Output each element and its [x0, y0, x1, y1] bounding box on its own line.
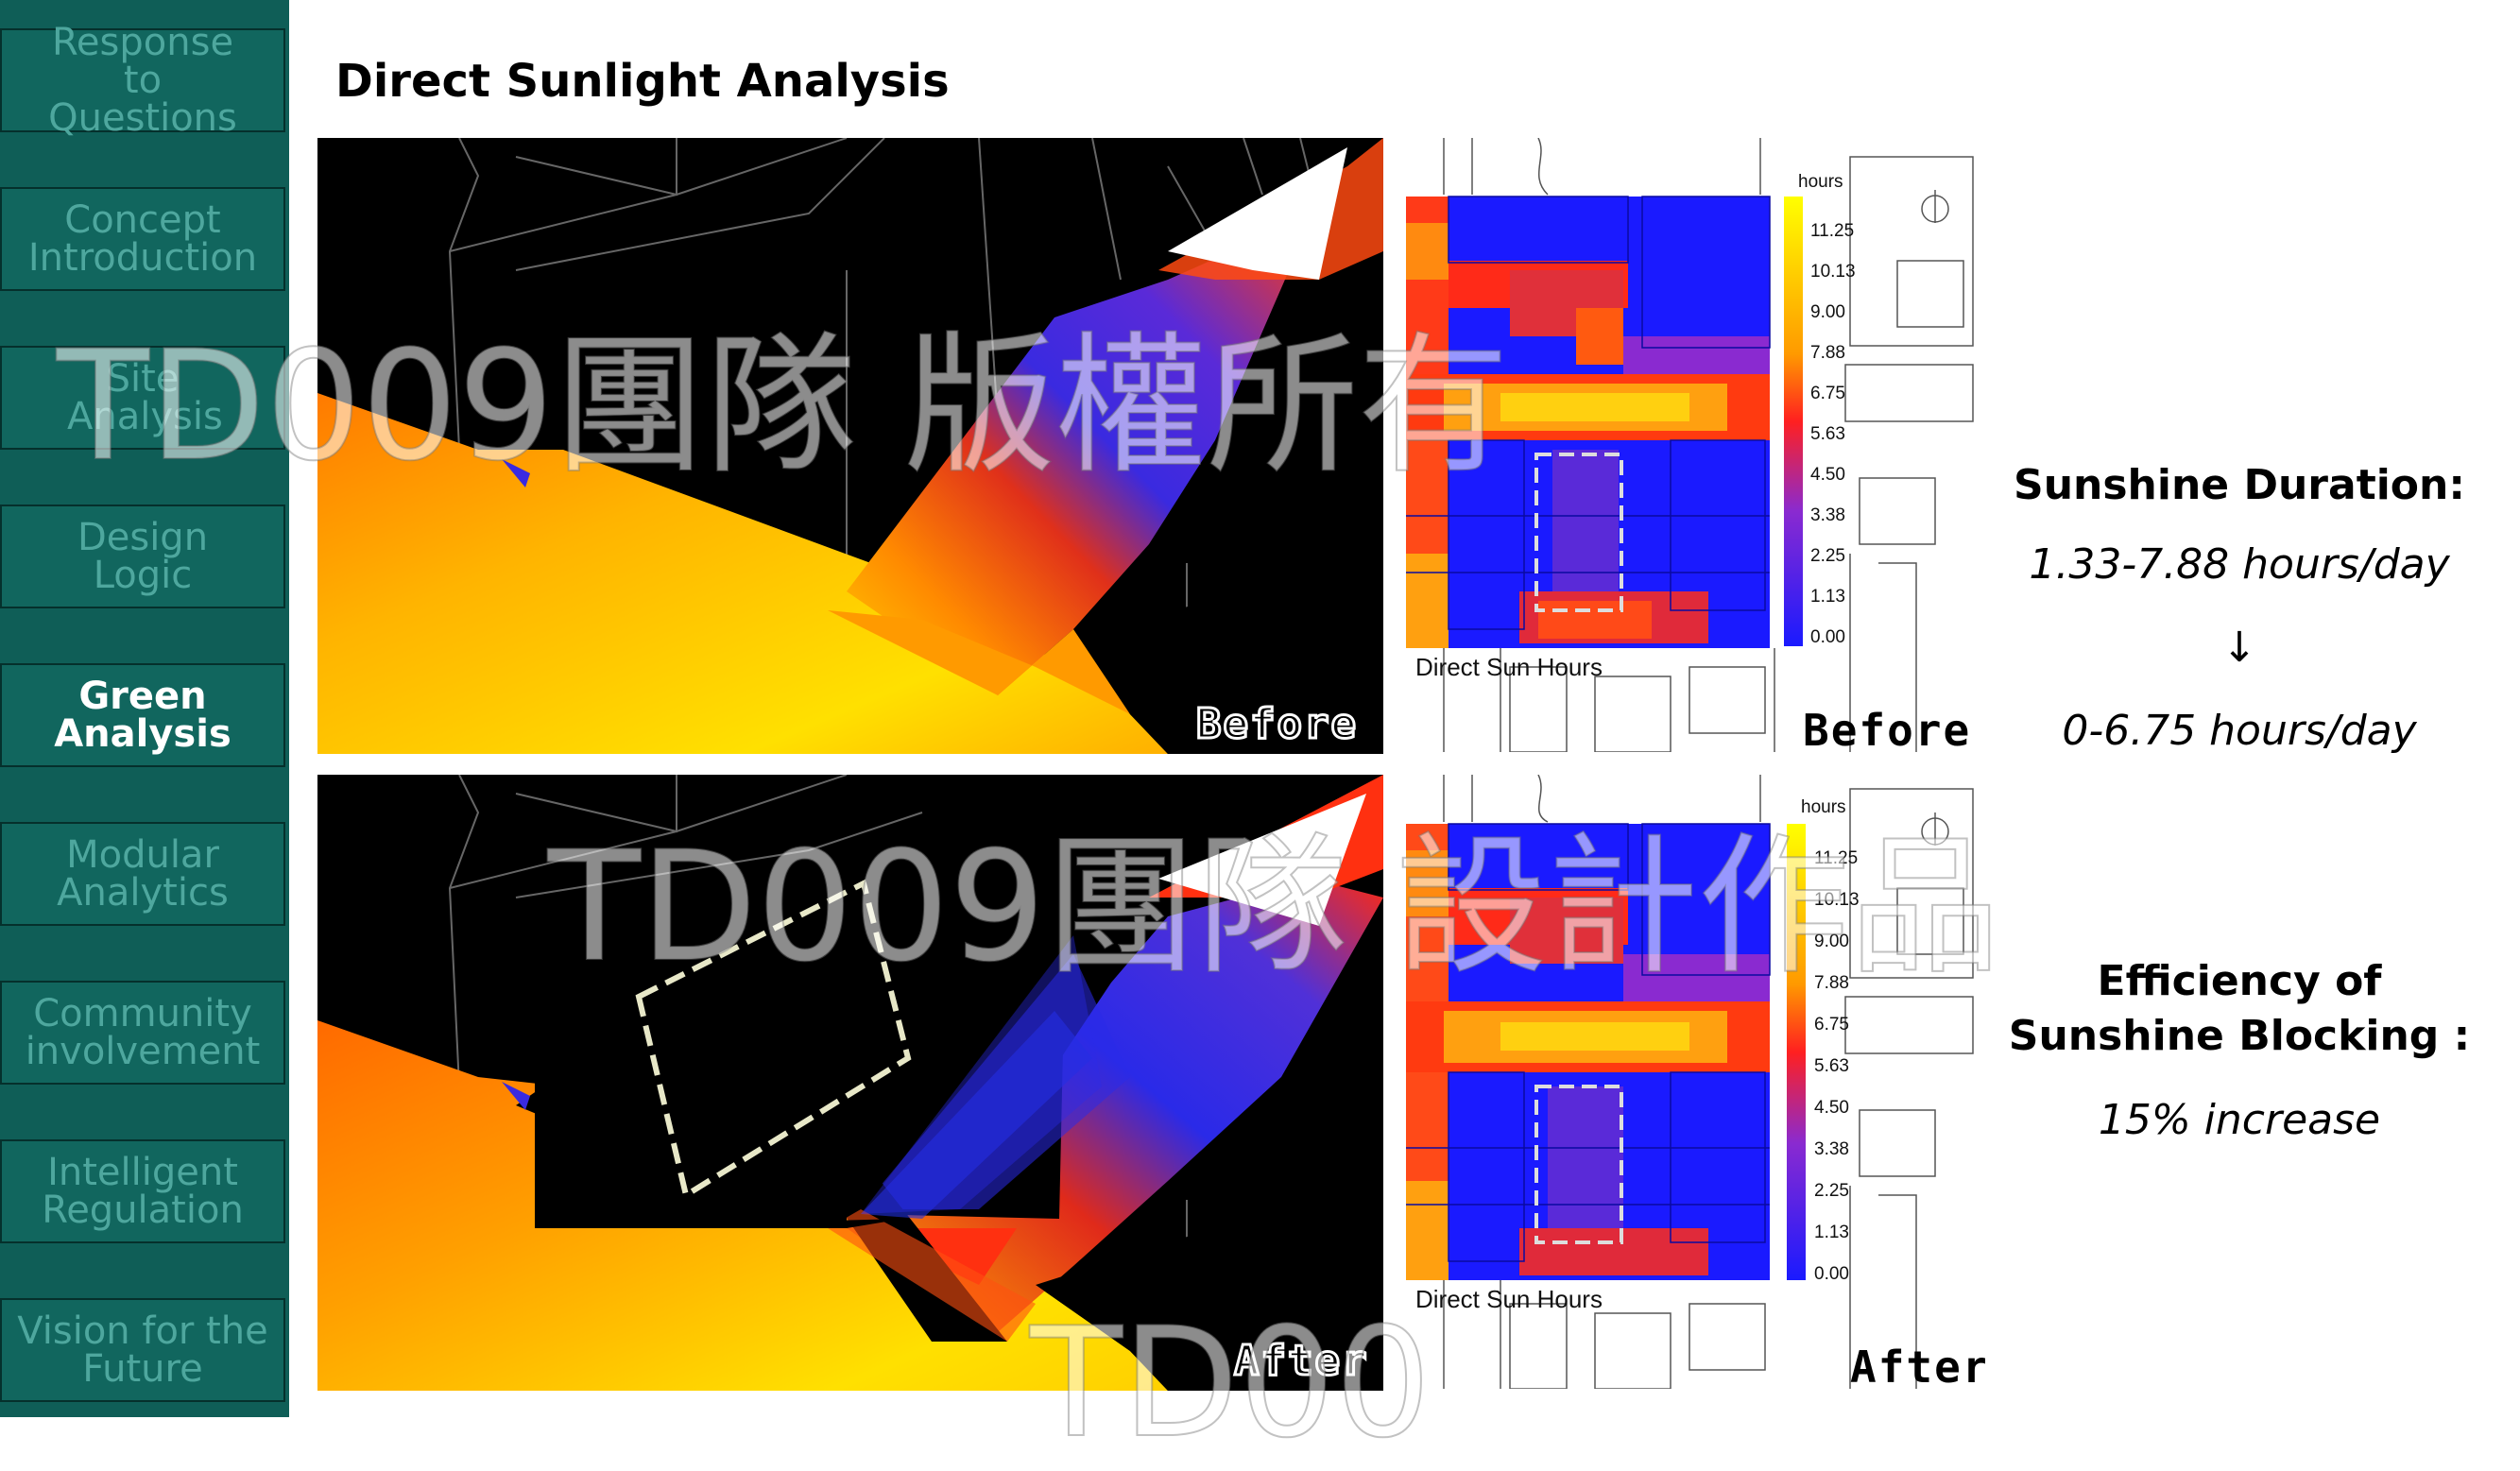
view-tag-before: Before: [1195, 699, 1358, 750]
view-tag-after: After: [1232, 1336, 1369, 1387]
sidebar-item-label: Modular Analytics: [57, 833, 229, 915]
legend-tick: 3.38: [1810, 505, 1845, 525]
legend-tick: 10.13: [1810, 262, 1856, 282]
sidebar-item-label: Vision for the Future: [17, 1309, 268, 1391]
sidebar-item-response-to-questions[interactable]: Response to Questions: [0, 24, 285, 137]
down-arrow-icon: ↓: [2221, 624, 2257, 672]
sunlight-3d-render: [317, 138, 1383, 754]
legend-tick: 0.00: [1810, 627, 1845, 647]
legend-tick: 0.00: [1814, 1264, 1849, 1284]
sidebar-item-label: Community involvement: [25, 992, 261, 1073]
legend-tick: 10.13: [1814, 890, 1860, 910]
legend-tick: 6.75: [1810, 384, 1845, 403]
sun-hours-plan-after: hours 11.25 10.13 9.00 7.88 6.75 5.63 4.…: [1406, 775, 1985, 1389]
legend-tick: 2.25: [1810, 546, 1845, 566]
sunshine-duration-heading: Sunshine Duration:: [2014, 461, 2465, 509]
sun-hours-heatmap: [1406, 138, 1974, 752]
plan-caption: Direct Sun Hours: [1415, 1285, 1603, 1313]
legend-tick: 9.00: [1810, 302, 1845, 322]
sidebar-item-label: Response to Questions: [48, 21, 237, 140]
legend-tick: 5.63: [1810, 424, 1845, 444]
sidebar-item-design-logic[interactable]: Design Logic: [0, 505, 285, 608]
sunlight-3d-view-before: Before: [317, 138, 1383, 754]
sidebar-item-site-analysis[interactable]: Site Analysis: [0, 346, 285, 450]
legend-tick: 2.25: [1814, 1181, 1849, 1201]
legend-tick: 5.63: [1814, 1056, 1849, 1076]
sun-hours-heatmap: [1406, 775, 1974, 1389]
legend-tick: 4.50: [1810, 465, 1845, 485]
sunlight-3d-view-after: After: [317, 775, 1383, 1391]
page-title: Direct Sunlight Analysis: [335, 55, 950, 108]
legend-tick: 4.50: [1814, 1098, 1849, 1118]
sidebar-item-modular-analytics[interactable]: Modular Analytics: [0, 822, 285, 926]
sidebar-item-green-analysis[interactable]: Green Analysis: [0, 663, 285, 767]
legend-tick: 1.13: [1814, 1223, 1849, 1242]
legend-tick: 11.25: [1814, 848, 1859, 868]
sidebar-item-community-involvement[interactable]: Community involvement: [0, 981, 285, 1085]
sunlight-3d-render: [317, 775, 1383, 1391]
sun-hours-plan-before: hours 11.25 10.13 9.00 7.88 6.75 5.63 4.…: [1406, 138, 1985, 752]
sidebar-item-label: Site Analysis: [67, 357, 223, 438]
sidebar-item-concept-introduction[interactable]: Concept Introduction: [0, 187, 285, 291]
legend-tick: 6.75: [1814, 1015, 1849, 1035]
sidebar-item-label: Design Logic: [77, 516, 209, 597]
legend-tick: 9.00: [1814, 932, 1849, 951]
legend-unit: hours: [1798, 172, 1843, 192]
legend-tick: 11.25: [1810, 221, 1855, 241]
legend-tick: 3.38: [1814, 1139, 1849, 1159]
legend-tick: 7.88: [1814, 973, 1849, 993]
efficiency-value: 15% increase: [2098, 1096, 2381, 1144]
sidebar-item-label: Concept Introduction: [27, 198, 258, 280]
legend-unit: hours: [1801, 797, 1846, 817]
legend-tick: 7.88: [1810, 343, 1845, 363]
efficiency-heading: Efficiency of Sunshine Blocking :: [2008, 957, 2471, 1060]
sunshine-duration-before: 1.33-7.88 hours/day: [2029, 540, 2450, 589]
sidebar-item-vision-for-the-future[interactable]: Vision for the Future: [0, 1298, 285, 1402]
plan-caption: Direct Sun Hours: [1415, 653, 1603, 681]
sidebar-item-intelligent-regulation[interactable]: Intelligent Regulation: [0, 1139, 285, 1243]
plan-tag-before: Before: [1803, 705, 1972, 752]
sidebar-nav: Response to Questions Concept Introducti…: [0, 0, 289, 1417]
sidebar-item-label: Intelligent Regulation: [42, 1151, 244, 1232]
legend-tick: 1.13: [1810, 587, 1845, 607]
plan-tag-after: After: [1850, 1342, 1985, 1389]
sidebar-item-label: Green Analysis: [54, 675, 231, 756]
sunshine-duration-after: 0-6.75 hours/day: [2062, 707, 2417, 755]
